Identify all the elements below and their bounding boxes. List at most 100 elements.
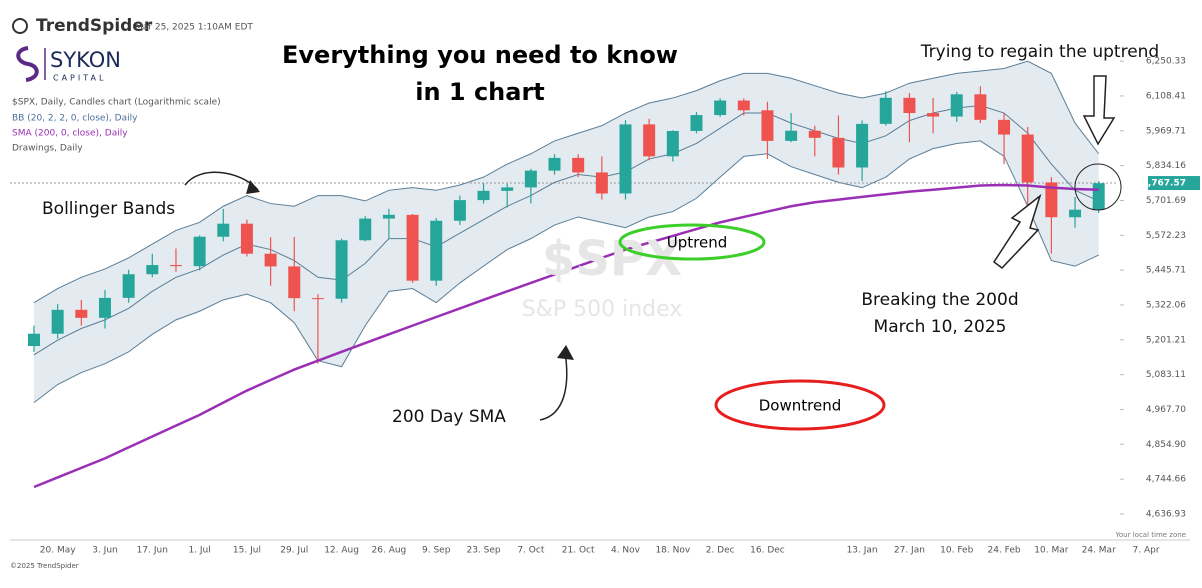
- x-tick-label: 7. Apr: [1133, 546, 1160, 556]
- brand-icon: [12, 18, 28, 34]
- legend-line: Drawings, Daily: [12, 144, 83, 154]
- candle-body: [501, 187, 514, 191]
- x-tick-label: 7. Oct: [517, 546, 544, 556]
- candle-body: [927, 113, 940, 117]
- arrow: [992, 193, 1042, 270]
- candle-body: [146, 265, 159, 275]
- last-price-label: 5,767.57: [1142, 179, 1186, 189]
- x-tick-label: 24. Mar: [1082, 546, 1116, 556]
- candle-body: [950, 94, 963, 117]
- y-tick-label: 6,250.33: [1146, 57, 1186, 67]
- timestamp: Mar 25, 2025 1:10AM EDT: [135, 23, 253, 33]
- x-tick-label: 21. Oct: [562, 546, 595, 556]
- candle-body: [430, 220, 443, 281]
- title-line: Everything you need to know: [282, 41, 678, 69]
- y-tick-label: 4,854.90: [1146, 440, 1186, 450]
- x-tick-label: 29. Jul: [280, 546, 308, 556]
- candle-body: [98, 297, 111, 318]
- watermark: $SPX: [542, 231, 682, 287]
- y-tick-label: 5,445.71: [1146, 266, 1186, 276]
- uptrend-ellipse: [618, 223, 766, 261]
- arrow-head: [246, 180, 260, 194]
- arrow-head: [557, 345, 574, 360]
- legend-line: SMA (200, 0, close), Daily: [12, 129, 128, 139]
- x-tick-label: 1. Jul: [188, 546, 210, 556]
- x-tick-label: 18. Nov: [655, 546, 690, 556]
- watermark: S&P 500 index: [522, 297, 683, 322]
- candle-body: [288, 266, 301, 299]
- bollinger-upper: [33, 60, 1100, 304]
- arrow: [539, 351, 568, 421]
- bollinger-lower: [33, 140, 1099, 404]
- candle-body: [548, 157, 561, 171]
- y-tick-label: 5,572.23: [1146, 231, 1186, 241]
- last-price-box: [1148, 176, 1200, 191]
- candle-body: [998, 119, 1011, 135]
- candle-body: [382, 214, 395, 219]
- x-tick-label: 27. Jan: [894, 546, 925, 556]
- candle-body: [51, 309, 64, 334]
- candle-body: [335, 240, 348, 299]
- brand: TrendSpider: [36, 16, 153, 36]
- x-tick-label: 10. Mar: [1034, 546, 1068, 556]
- candle-body: [1092, 183, 1105, 210]
- candle-body: [761, 110, 774, 141]
- legend-line: $SPX, Daily, Candles chart (Logarithmic …: [12, 98, 221, 108]
- candle-body: [903, 97, 916, 114]
- logo-icon: [16, 46, 39, 82]
- candle-body: [406, 214, 419, 281]
- y-tick-label: 5,834.16: [1146, 161, 1186, 171]
- x-tick-label: 13. Jan: [847, 546, 878, 556]
- candle-body: [169, 265, 182, 267]
- candle-body: [1069, 209, 1082, 218]
- candle-body: [879, 97, 892, 124]
- x-tick-label: 2. Dec: [706, 546, 735, 556]
- candle-body: [832, 137, 845, 168]
- candle-body: [856, 123, 869, 168]
- candle-body: [572, 157, 585, 173]
- y-tick-label: 4,744.66: [1146, 475, 1186, 485]
- x-tick-label: 23. Sep: [466, 546, 500, 556]
- y-tick-label: 6,108.41: [1146, 91, 1186, 101]
- annotation: March 10, 2025: [874, 317, 1007, 337]
- downtrend-ellipse: [714, 379, 886, 431]
- highlight-circle: [1074, 163, 1122, 211]
- candle-body: [1021, 134, 1034, 183]
- candle-body: [122, 274, 135, 298]
- candle-body: [666, 130, 679, 157]
- y-tick-label: 4,636.93: [1146, 509, 1186, 519]
- annotation: 200 Day SMA: [392, 407, 506, 427]
- x-tick-label: 4. Nov: [611, 546, 641, 556]
- x-tick-label: 3. Jun: [92, 546, 118, 556]
- x-tick-label: 24. Feb: [988, 546, 1021, 556]
- x-tick-label: 9. Sep: [422, 546, 451, 556]
- x-tick-label: 12. Aug: [324, 546, 359, 556]
- candle-body: [240, 223, 253, 254]
- candle-body: [311, 298, 324, 300]
- candle-body: [193, 236, 206, 267]
- candle-body: [714, 100, 727, 116]
- x-tick-label: 26. Aug: [372, 546, 407, 556]
- annotation: Breaking the 200d: [861, 290, 1018, 310]
- annotation: Bollinger Bands: [42, 199, 175, 219]
- candle-body: [690, 115, 703, 131]
- background-layer: 4,636.93 4,744.66 4,854.90 4,967.70 5,083.11…: [10, 40, 1200, 556]
- candle-body: [28, 333, 40, 346]
- candle-body: [524, 170, 537, 188]
- candle-body: [737, 100, 750, 111]
- logo-sub: CAPITAL: [53, 74, 106, 83]
- title-line: in 1 chart: [415, 78, 545, 106]
- candle-body: [477, 190, 490, 201]
- x-tick-label: 16. Dec: [750, 546, 785, 556]
- candle-body: [595, 172, 608, 194]
- y-tick-label: 5,201.21: [1146, 335, 1186, 345]
- timezone: Your local time zone: [1115, 531, 1186, 539]
- candle-body: [643, 124, 656, 157]
- annotation: Trying to regain the uptrend: [920, 42, 1159, 62]
- candle-body: [453, 200, 466, 221]
- candle-body: [1045, 182, 1058, 218]
- annotation: Uptrend: [667, 234, 727, 252]
- y-tick-label: 5,322.06: [1146, 300, 1186, 310]
